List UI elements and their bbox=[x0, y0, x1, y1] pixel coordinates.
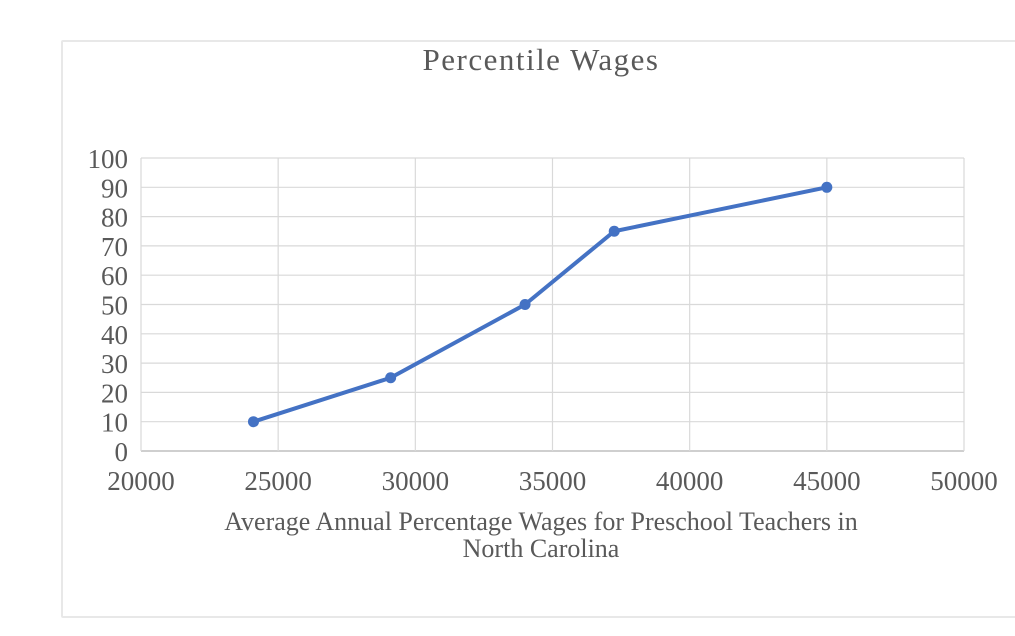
percentile-wages-chart: 0 10 20 30 40 50 60 70 80 90 100 20000 25000 30000 350… bbox=[61, 40, 1015, 618]
y-axis-tick-label: 90 bbox=[101, 173, 128, 203]
y-axis-tick-label: 20 bbox=[101, 378, 128, 408]
x-axis-tick-label: 30000 bbox=[382, 466, 450, 496]
y-axis-tick-label: 60 bbox=[101, 261, 128, 291]
data-point-marker-1 bbox=[385, 372, 397, 384]
y-axis-tick-label: 70 bbox=[101, 232, 128, 262]
x-axis-tick-label: 50000 bbox=[930, 466, 998, 496]
x-axis-tick-label: 45000 bbox=[793, 466, 861, 496]
y-axis-tick-label: 0 bbox=[115, 437, 129, 467]
chart-title: Percentile Wages bbox=[422, 42, 660, 77]
x-axis-tick-label: 20000 bbox=[107, 466, 175, 496]
y-axis-tick-label: 80 bbox=[101, 203, 128, 233]
data-point-marker-4 bbox=[821, 181, 833, 193]
y-axis-tick-label: 40 bbox=[101, 320, 128, 350]
x-axis-title-line-1: Average Annual Percentage Wages for Pres… bbox=[224, 507, 858, 536]
data-point-marker-0 bbox=[247, 416, 259, 428]
data-point-marker-2 bbox=[519, 299, 531, 310]
x-axis-tick-label: 40000 bbox=[656, 466, 724, 496]
data-point-marker-3 bbox=[608, 225, 620, 237]
y-axis-tick-label: 50 bbox=[101, 291, 128, 321]
x-axis-tick-label: 35000 bbox=[519, 466, 587, 496]
x-axis-title: Average Annual Percentage Wages for Pres… bbox=[63, 508, 1015, 562]
y-axis-tick-label: 100 bbox=[88, 144, 129, 174]
x-axis-tick-label: 25000 bbox=[244, 466, 312, 496]
x-axis-title-line-2: North Carolina bbox=[462, 534, 620, 563]
y-axis-tick-label: 30 bbox=[101, 349, 128, 379]
y-axis-tick-label: 10 bbox=[101, 408, 128, 438]
